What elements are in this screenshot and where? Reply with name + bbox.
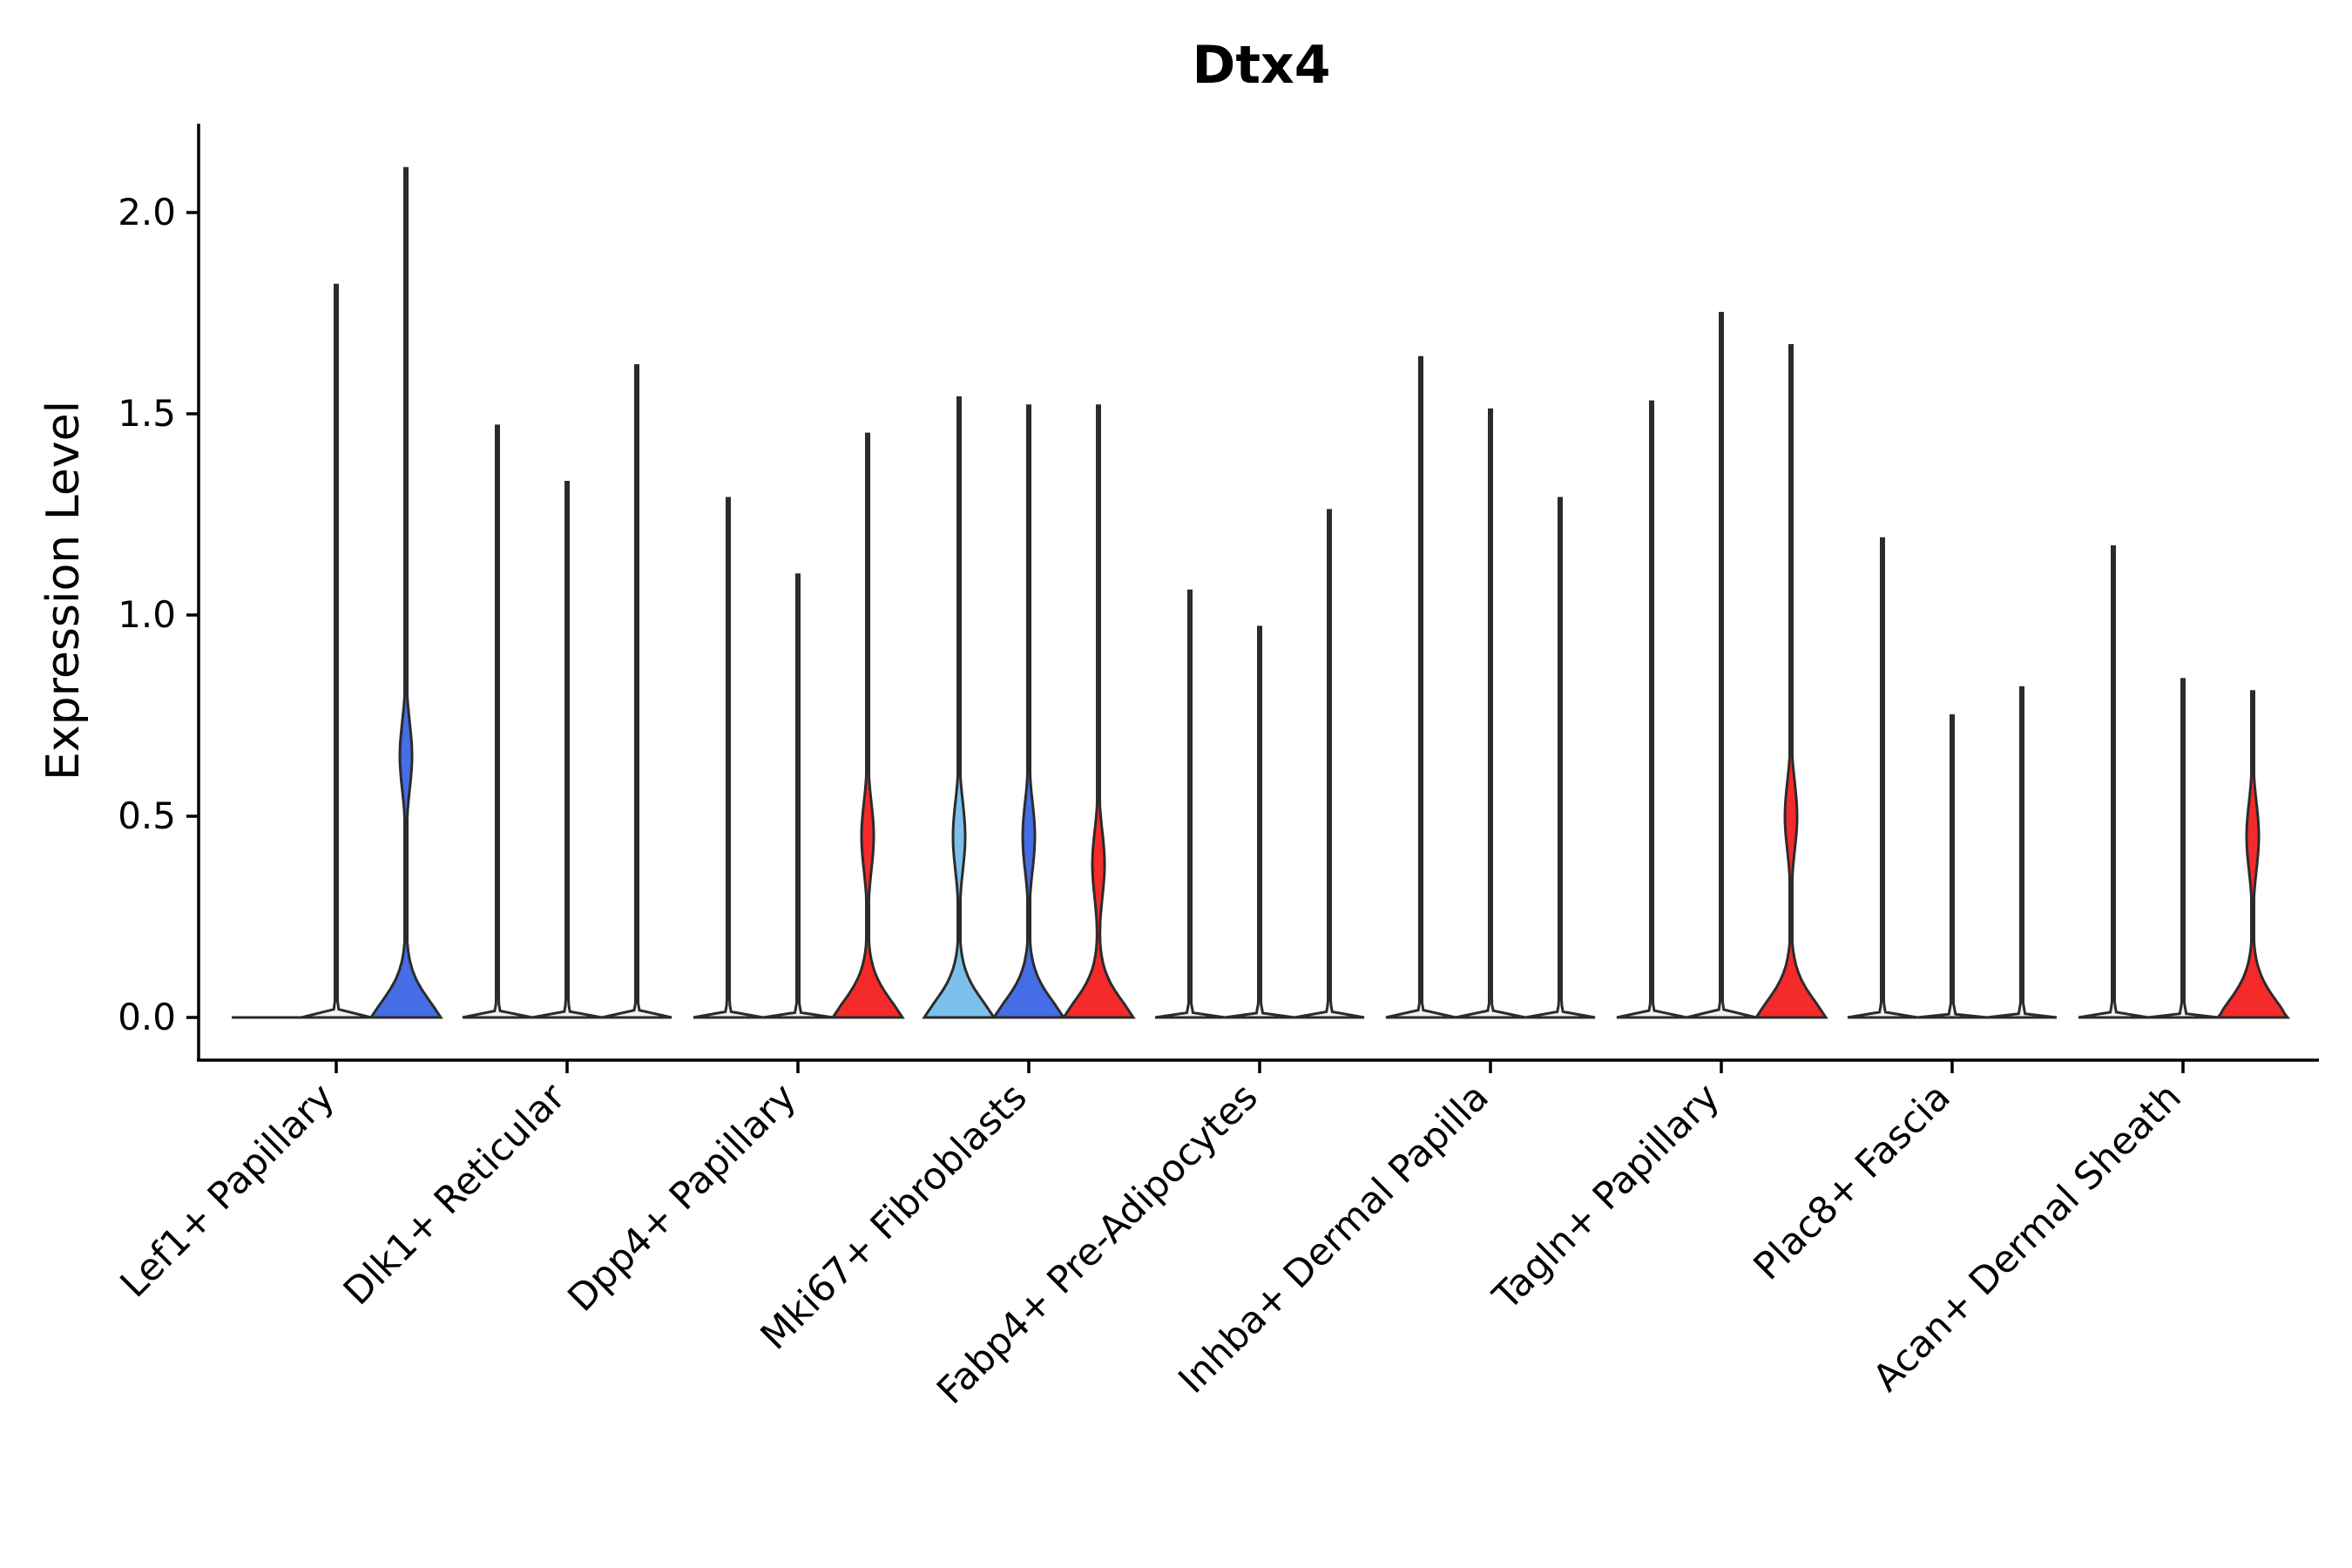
- y-tick-label: 0.0: [118, 996, 176, 1038]
- y-axis-label: Expression Level: [37, 401, 90, 781]
- x-tick-label: Dpp4+ Papillary: [560, 1075, 805, 1320]
- violin-5-1: [1154, 589, 1226, 1019]
- y-axis-ticks: 0.0 0.5 1.0 1.5 2.0: [118, 191, 199, 1038]
- x-tick-label: Plac8+ Fascia: [1746, 1075, 1959, 1288]
- violin-8-2: [1916, 714, 1988, 1019]
- violin-1-2: [301, 283, 372, 1019]
- violin-7-3: [1754, 344, 1828, 1019]
- violin-6-2: [1455, 408, 1526, 1019]
- violin-7-2: [1686, 312, 1757, 1019]
- violin-3-2: [762, 573, 834, 1019]
- violin-3-3: [830, 432, 905, 1019]
- violin-2-1: [462, 424, 533, 1019]
- violin-5-3: [1294, 509, 1365, 1019]
- y-tick-label: 0.5: [118, 794, 176, 837]
- x-tick-label: Dlk1+ Reticular: [335, 1075, 574, 1314]
- x-tick-label: Mki67+ Fibroblasts: [753, 1075, 1036, 1358]
- chart-title: Dtx4: [1193, 35, 1331, 96]
- violin-9-2: [2147, 678, 2219, 1019]
- violin-4-2: [991, 404, 1066, 1019]
- violin-3-1: [693, 497, 764, 1019]
- violin-5-2: [1224, 625, 1295, 1019]
- violin-4-1: [922, 396, 997, 1019]
- violin-7-1: [1616, 400, 1687, 1019]
- violin-9-3: [2214, 690, 2291, 1019]
- violin-2-3: [601, 364, 672, 1019]
- x-tick-label: Lef1+ Papillary: [112, 1075, 343, 1306]
- violin-6-3: [1524, 497, 1596, 1019]
- x-tick-label: Tagln+ Papillary: [1484, 1075, 1728, 1319]
- violin-8-3: [1986, 686, 2058, 1019]
- violin-8-1: [1847, 537, 1918, 1019]
- y-tick-label: 1.0: [118, 593, 176, 636]
- violin-6-1: [1385, 355, 1456, 1019]
- violin-4-3: [1061, 404, 1136, 1019]
- violin-layer: [232, 166, 2291, 1019]
- y-tick-label: 2.0: [118, 191, 176, 233]
- violin-9-1: [2078, 545, 2149, 1019]
- violin-1-3: [368, 166, 443, 1019]
- y-tick-label: 1.5: [118, 392, 176, 435]
- violin-2-2: [531, 481, 603, 1019]
